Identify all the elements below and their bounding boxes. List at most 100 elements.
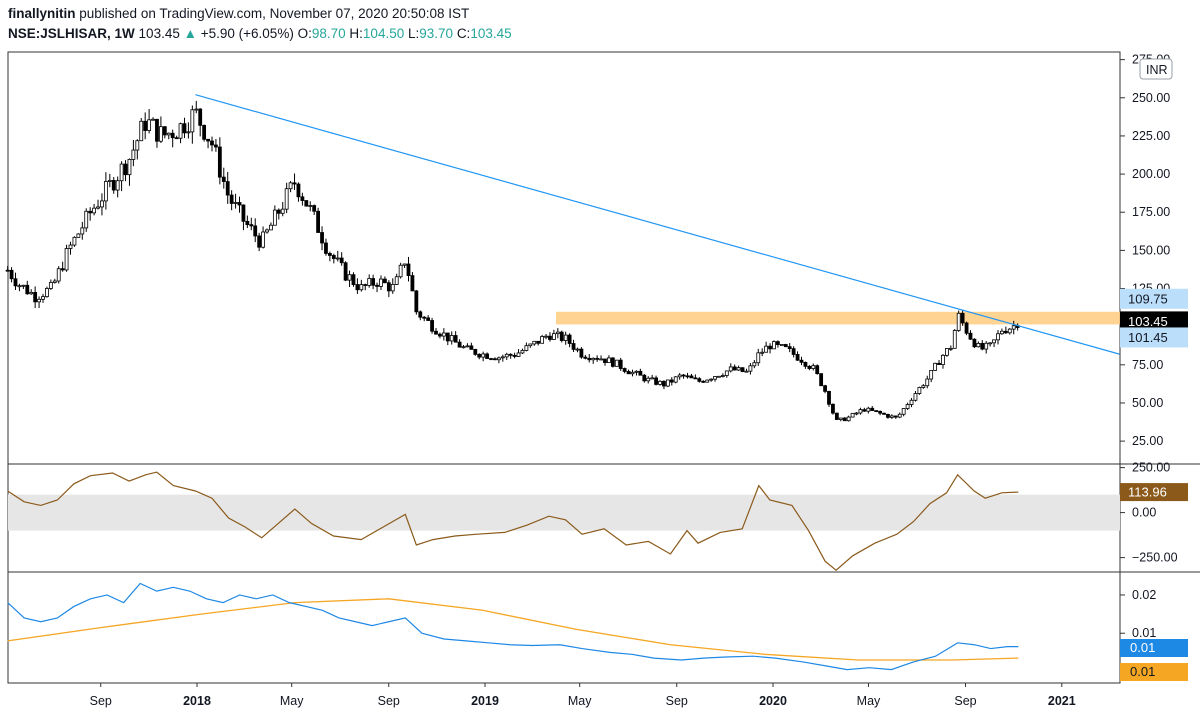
candle-body [221, 176, 226, 182]
candle-body [752, 362, 757, 367]
candle-body [662, 380, 666, 387]
candle-body [630, 371, 635, 375]
candle-body [253, 225, 258, 237]
open-label: O: [297, 26, 312, 41]
candle-body [889, 415, 894, 418]
candle-body [64, 248, 69, 271]
candle-body [689, 375, 694, 379]
candle-body [972, 338, 977, 348]
low-label: L: [407, 26, 420, 41]
candle-body [107, 180, 112, 182]
price-label: 101.45 [1128, 330, 1168, 345]
candle-body [245, 220, 250, 225]
candle-body [166, 132, 171, 136]
candle-body [776, 341, 780, 345]
open-value: 98.70 [311, 26, 346, 41]
candle-body [964, 322, 969, 334]
candle-body [524, 345, 529, 351]
candle-body [339, 257, 344, 264]
candle-body [520, 350, 525, 354]
candle-body [937, 362, 941, 365]
candle-body [324, 242, 328, 254]
resistance-zone [556, 311, 1120, 325]
candle-body [155, 118, 159, 142]
candle-body [681, 374, 686, 377]
candle-body [571, 343, 576, 350]
candle-body [355, 284, 360, 291]
cci-tick-label: 0.00 [1132, 506, 1156, 520]
candle-body [552, 333, 556, 340]
candle-body [917, 387, 922, 394]
candle-body [453, 335, 458, 343]
indicator-tick-label: 0.01 [1132, 626, 1156, 640]
candle-body [866, 407, 871, 412]
candle-body [237, 202, 242, 206]
candle-body [768, 345, 772, 350]
candle-body [787, 346, 792, 349]
candle-body [300, 196, 305, 201]
candle-body [76, 233, 81, 238]
candle-body [229, 194, 234, 204]
candle-body [398, 264, 403, 278]
currency-label: INR [1146, 63, 1168, 77]
candle-body [559, 331, 564, 341]
candle-body [449, 335, 454, 342]
time-tick-label: 2019 [471, 694, 499, 708]
candle-body [862, 409, 867, 412]
candle-body [359, 284, 364, 291]
candle-body [717, 375, 721, 378]
high-value: 104.50 [362, 26, 405, 41]
candle-body [996, 333, 1000, 341]
candle-body [331, 255, 336, 259]
price-tick-label: 25.00 [1132, 434, 1163, 448]
candle-body [901, 408, 906, 415]
candle-body [701, 380, 706, 383]
candle-body [811, 365, 816, 369]
candle-body [56, 268, 61, 282]
candle-body [233, 202, 238, 204]
symbol-label[interactable]: NSE:JSLHISAR, 1W [8, 26, 135, 41]
candle-body [320, 232, 324, 244]
candle-body [249, 224, 254, 227]
candle-body [827, 390, 831, 405]
candle-body [162, 126, 167, 136]
candle-body [532, 340, 537, 345]
price-label-box [1120, 311, 1188, 332]
candle-body [477, 353, 482, 358]
candle-body [48, 282, 53, 289]
candle-body [709, 378, 714, 381]
candle-body [685, 375, 690, 378]
candle-body [740, 367, 745, 373]
candle-body [834, 412, 839, 420]
candle-body [284, 188, 289, 210]
time-tick-label: Sep [90, 694, 112, 708]
candle-body [874, 410, 879, 412]
candle-body [418, 311, 423, 318]
candle-body [634, 370, 639, 373]
plot-frame [7, 51, 1121, 684]
candle-body [886, 413, 890, 418]
candle-body [893, 415, 898, 418]
candle-body [736, 367, 741, 371]
close-label: C: [456, 26, 471, 41]
author-name[interactable]: finallynitin [8, 6, 76, 21]
candle-body [214, 144, 218, 148]
candle-body [37, 298, 41, 303]
cci-last-label: 113.96 [1128, 485, 1167, 500]
price-label: 109.75 [1128, 291, 1168, 306]
candle-body [1007, 328, 1012, 334]
candle-body [190, 109, 195, 133]
candle-body [536, 340, 541, 344]
price-tick-label: 75.00 [1132, 358, 1163, 372]
candle-body [115, 180, 120, 191]
candle-body [567, 334, 572, 344]
cci-tick-label: 250.00 [1132, 461, 1170, 475]
candle-body [587, 357, 592, 361]
candle-body [512, 354, 517, 357]
candle-body [123, 163, 128, 176]
candle-body [347, 274, 352, 281]
low-value: 93.70 [419, 26, 454, 41]
candle-body [878, 410, 882, 414]
candle-body [913, 393, 918, 401]
